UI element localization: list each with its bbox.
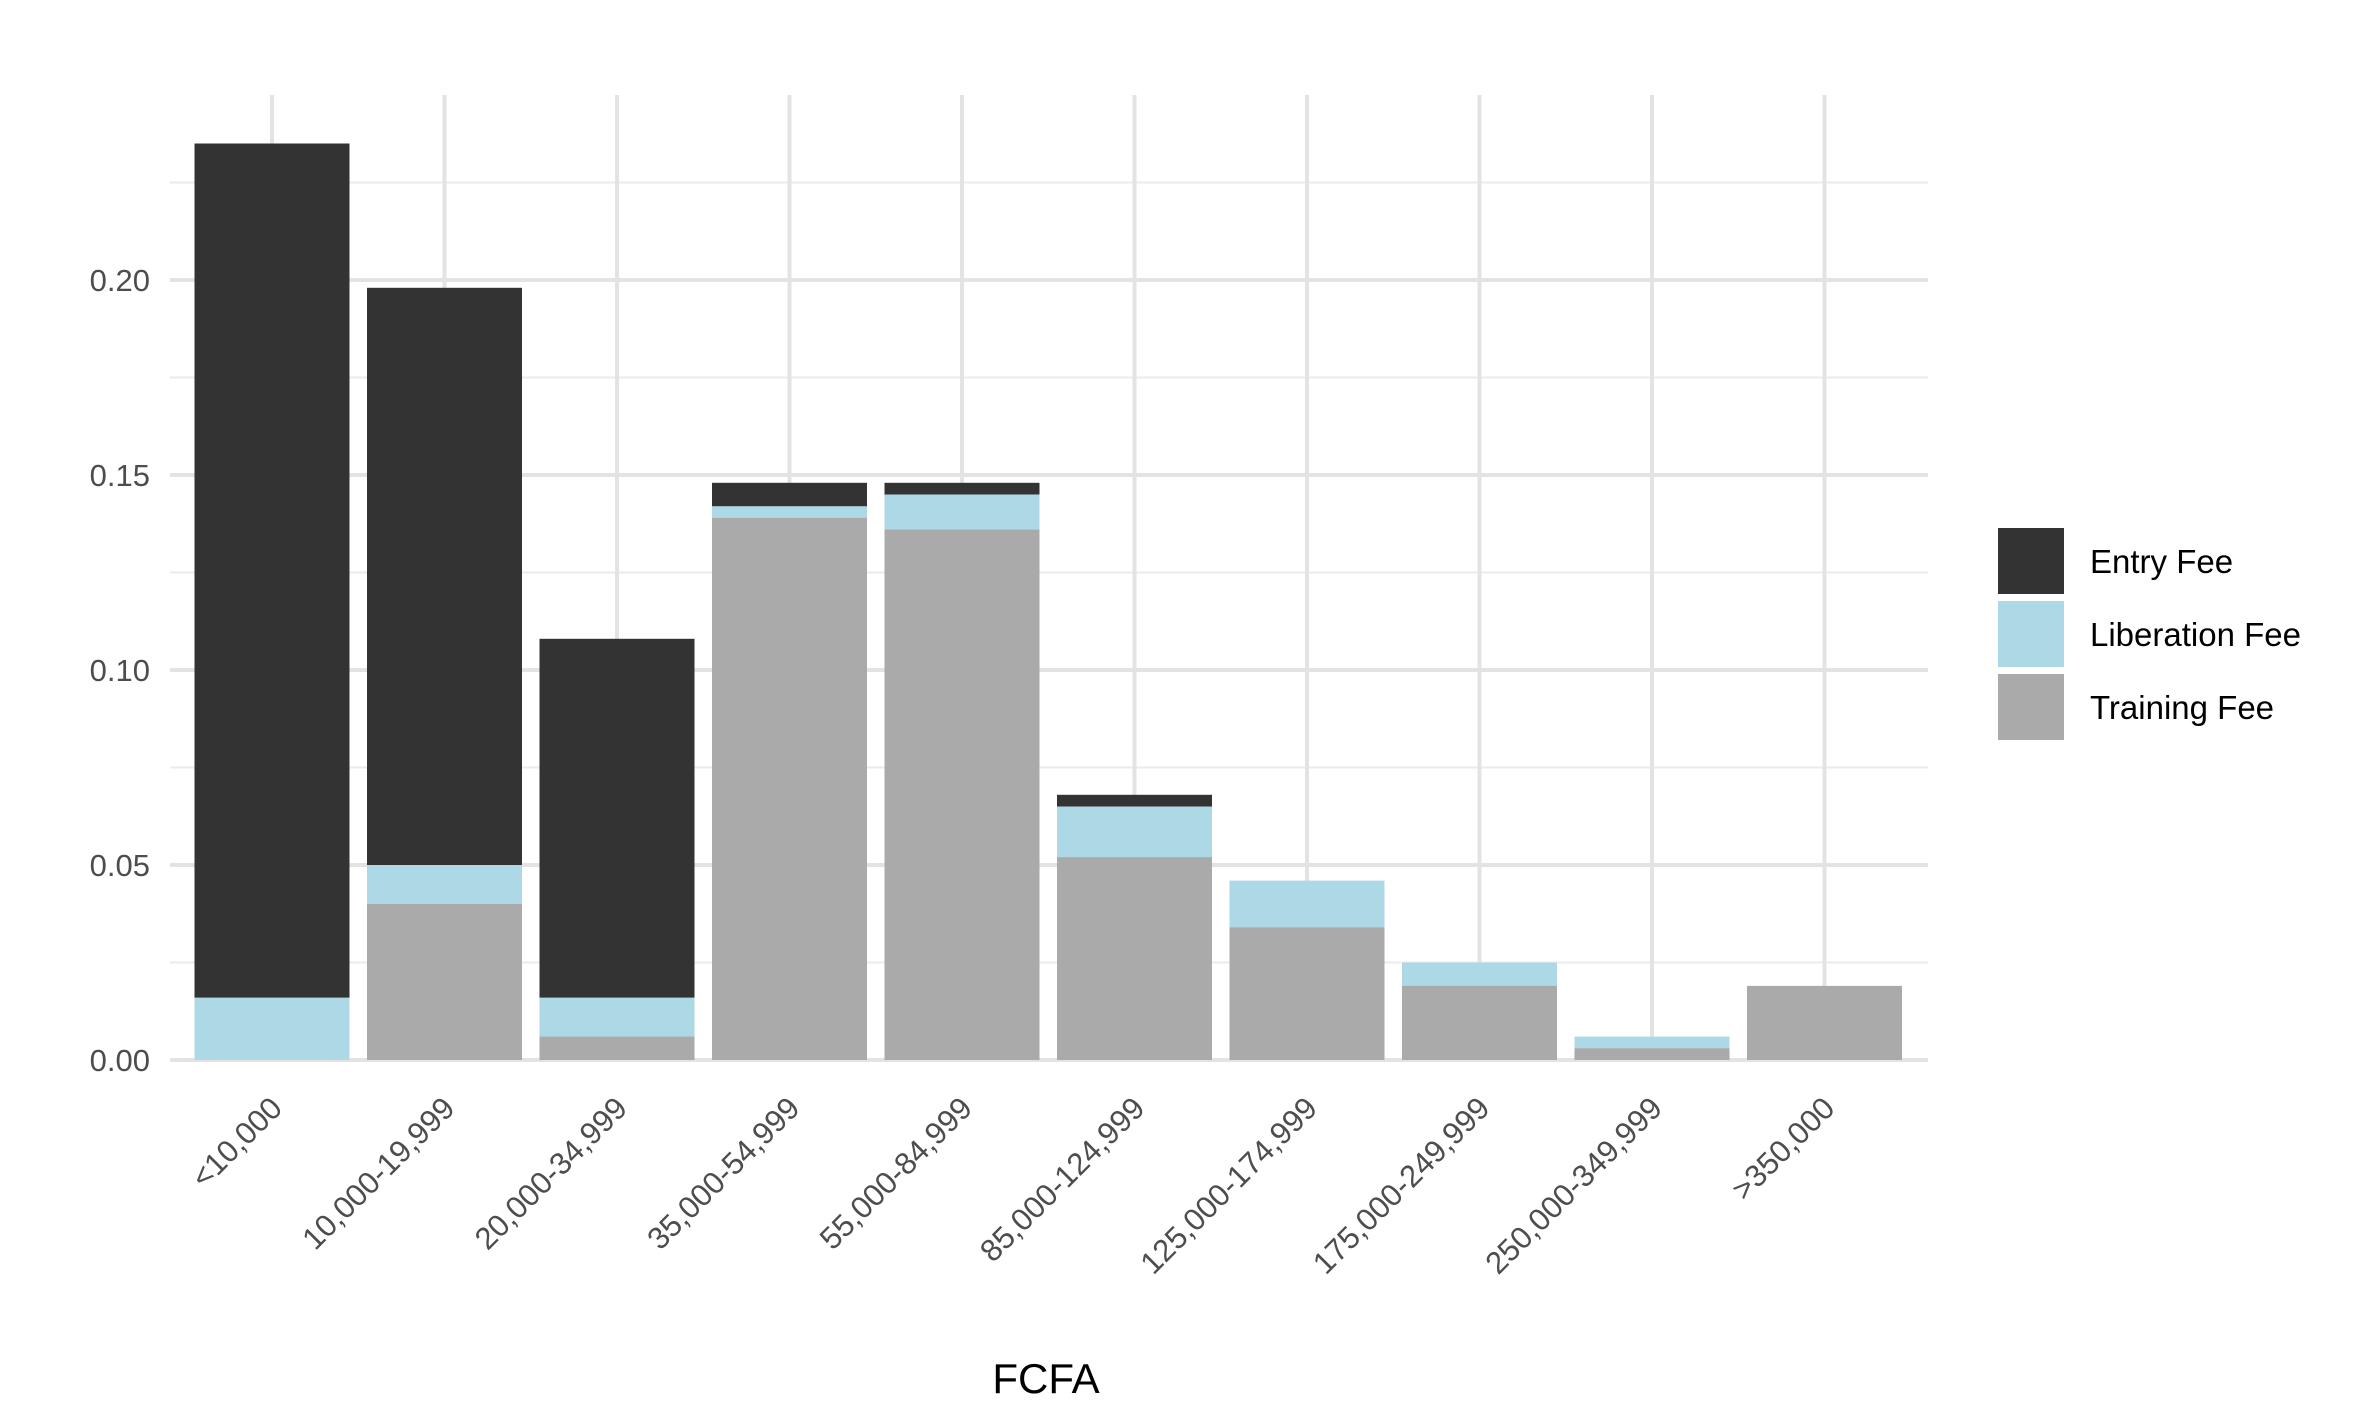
bar-liberation-fee	[194, 997, 350, 1060]
x-tick-label: 175,000-249,999	[1306, 1090, 1497, 1281]
bar-training-fee	[1747, 985, 1902, 1060]
x-tick-label: 55,000-84,999	[813, 1090, 979, 1256]
legend-label: Entry Fee	[2090, 543, 2233, 580]
bar-training-fee	[1402, 985, 1557, 1060]
bar-entry-fee	[539, 638, 695, 1060]
x-axis-ticks: <10,000 10,000-19,999 20,000-34,999 35,000-…	[184, 1090, 1841, 1281]
legend-key	[1998, 528, 2064, 594]
legend-label: Training Fee	[2090, 689, 2274, 726]
y-tick-label: 0.00	[90, 1043, 150, 1078]
x-axis-title: FCFA	[992, 1355, 1099, 1402]
y-tick-label: 0.20	[90, 263, 150, 298]
x-tick-label: 10,000-19,999	[295, 1090, 461, 1256]
x-tick-label: >350,000	[1725, 1090, 1842, 1207]
x-tick-label: 20,000-34,999	[468, 1090, 634, 1256]
bar-training-fee	[539, 1036, 695, 1060]
bar-training-fee	[884, 529, 1040, 1060]
bar-entry-fee	[194, 143, 350, 1060]
y-tick-label: 0.05	[90, 848, 150, 883]
x-tick-label: 125,000-174,999	[1133, 1090, 1324, 1281]
x-tick-label: 35,000-54,999	[640, 1090, 806, 1256]
legend-key	[1998, 601, 2064, 667]
y-tick-label: 0.15	[90, 458, 150, 493]
bar-training-fee	[1229, 927, 1385, 1060]
bar-training-fee	[712, 517, 867, 1060]
bar-training-fee	[367, 904, 522, 1060]
bar-training-fee	[1574, 1048, 1730, 1060]
legend-key	[1998, 674, 2064, 740]
x-tick-label: 85,000-124,999	[973, 1090, 1151, 1268]
y-tick-label: 0.10	[90, 653, 150, 688]
x-tick-label: 250,000-349,999	[1478, 1090, 1669, 1281]
x-tick-label: <10,000	[184, 1090, 289, 1195]
bar-training-fee	[1057, 857, 1212, 1060]
y-axis-ticks: 0.00 0.05 0.10 0.15 0.20	[90, 263, 150, 1078]
legend-label: Liberation Fee	[2090, 616, 2301, 653]
bar-layer	[194, 143, 1902, 1060]
legend: Entry Fee Liberation Fee Training Fee	[1998, 528, 2301, 740]
